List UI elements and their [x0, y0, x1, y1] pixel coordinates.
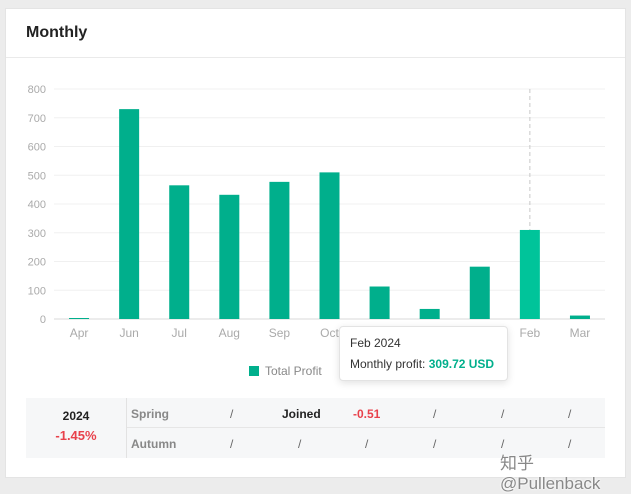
- table-cell: /: [501, 437, 505, 451]
- card-header: Monthly: [6, 9, 625, 58]
- legend-label: Total Profit: [265, 364, 322, 378]
- y-tick-label: 600: [28, 142, 46, 154]
- table-cell: /: [433, 407, 437, 421]
- y-tick-label: 200: [28, 257, 46, 269]
- x-tick-label: Oct: [320, 326, 339, 340]
- bar: [69, 318, 90, 319]
- chart-legend[interactable]: Total Profit: [249, 364, 322, 378]
- bar: [369, 286, 390, 319]
- x-tick-label: Aug: [219, 326, 240, 340]
- table-cell: /: [568, 407, 572, 421]
- y-tick-label: 700: [28, 113, 46, 125]
- y-tick-label: 500: [28, 170, 46, 182]
- monthly-profit-chart: 0 100 200 300 400 500 600 700 800 Apr Jun Jul Aug Sep…: [28, 84, 605, 340]
- table-cell: /: [365, 437, 369, 451]
- y-tick-label: 300: [28, 228, 46, 240]
- x-tick-label: Sep: [269, 326, 291, 340]
- year-value: -1.45%: [55, 428, 97, 443]
- bar: [419, 308, 440, 319]
- x-tick-label: Jul: [172, 326, 187, 340]
- table-cell: /: [230, 407, 234, 421]
- watermark: 知乎 @Pullenback: [500, 454, 601, 493]
- y-tick-label: 400: [28, 199, 46, 211]
- bar: [119, 109, 140, 319]
- table-cell: /: [230, 437, 234, 451]
- monthly-card: Monthly 0 100 200 300 400 500 600 700 800 Apr Jun J…: [5, 8, 626, 478]
- bar: [219, 194, 240, 319]
- season-label: Autumn: [131, 437, 177, 451]
- y-tick-label: 0: [40, 314, 46, 326]
- chart-tooltip: Feb 2024 Monthly profit: 309.72 USD: [339, 326, 508, 381]
- bar: [569, 315, 590, 319]
- x-tick-label: Feb: [520, 326, 541, 340]
- table-cell-value: -0.51: [353, 407, 381, 421]
- bar: [319, 172, 340, 319]
- table-cell: /: [433, 437, 437, 451]
- bar: [269, 181, 290, 319]
- year-label: 2024: [62, 409, 90, 423]
- y-tick-label: 800: [28, 84, 46, 96]
- seasonal-table: 2024 -1.45% Spring / Joined -0.51 / / / …: [26, 398, 605, 458]
- tooltip-label: Monthly profit:: [350, 357, 426, 371]
- card-title: Monthly: [26, 24, 88, 41]
- table-cell: /: [568, 437, 572, 451]
- bar: [469, 266, 490, 319]
- x-tick-label: Mar: [570, 326, 591, 340]
- table-cell-joined: Joined: [282, 407, 321, 421]
- year-cell: 2024 -1.45%: [26, 398, 127, 458]
- tooltip-title: Feb 2024: [350, 336, 401, 350]
- table-cell: /: [501, 407, 505, 421]
- table-row-autumn: Autumn / / / / / /: [127, 428, 605, 457]
- table-cell: /: [298, 437, 302, 451]
- x-tick-label: Jun: [119, 326, 138, 340]
- y-tick-label: 100: [28, 285, 46, 297]
- x-tick-label: Apr: [70, 326, 89, 340]
- legend-swatch: [249, 366, 259, 376]
- table-row-spring: Spring / Joined -0.51 / / /: [127, 398, 605, 428]
- tooltip-body: Monthly profit: 309.72 USD: [350, 357, 497, 371]
- bar: [519, 229, 540, 319]
- tooltip-value: 309.72 USD: [428, 357, 495, 371]
- season-label: Spring: [131, 407, 169, 421]
- bar: [169, 185, 190, 319]
